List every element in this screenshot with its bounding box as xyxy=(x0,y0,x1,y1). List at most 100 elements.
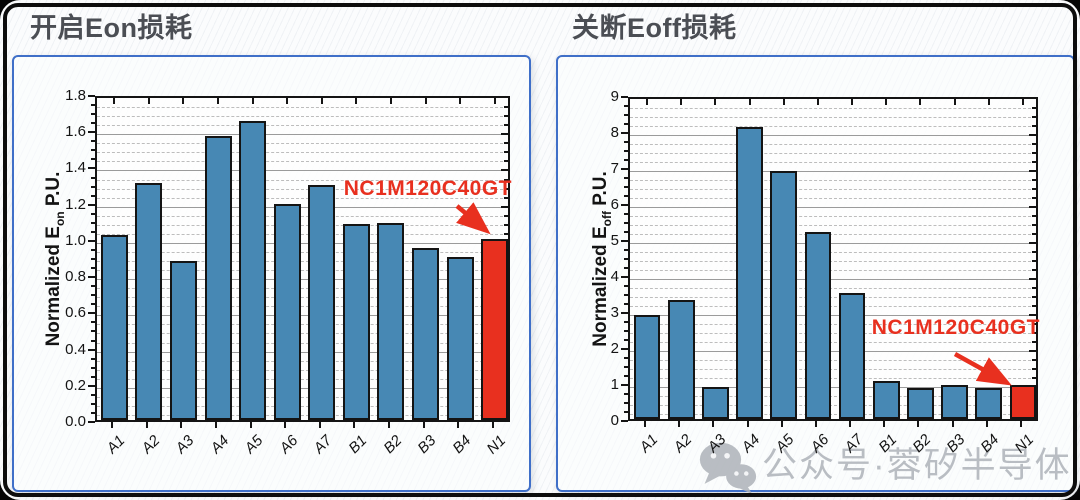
minor-gridline xyxy=(630,180,1036,181)
x-tick-label-text: A7 xyxy=(310,432,336,458)
y-axis-tick xyxy=(624,159,628,161)
x-axis-tick xyxy=(1019,421,1022,427)
minor-gridline xyxy=(630,153,1036,154)
y-axis-tick xyxy=(91,248,95,251)
minor-gridline xyxy=(97,405,508,407)
bar-A5 xyxy=(770,170,798,419)
right-spine-tick xyxy=(1032,224,1036,226)
right-spine-tick xyxy=(1029,242,1036,244)
top-spine-tick xyxy=(714,99,717,105)
annotation-label: NC1M120C40GT xyxy=(312,177,512,201)
y-tick-label: 1.2 xyxy=(65,195,86,213)
y-axis-tick xyxy=(624,339,628,341)
wechat-icon xyxy=(699,442,757,495)
right-spine-tick xyxy=(504,142,508,145)
y-axis-tick xyxy=(88,167,95,170)
bar-A1 xyxy=(100,235,128,420)
y-axis-tick xyxy=(621,204,628,206)
x-tick-label-text: A1 xyxy=(636,431,662,457)
bar-N1 xyxy=(481,238,509,420)
major-gridline xyxy=(630,171,1036,172)
y-axis-tick xyxy=(91,176,95,179)
y-tick-label: 1.6 xyxy=(65,123,86,141)
minor-gridline xyxy=(97,324,508,326)
plot-area xyxy=(628,97,1038,421)
minor-gridline xyxy=(97,270,508,272)
minor-gridline xyxy=(630,198,1036,199)
top-spine-tick xyxy=(182,98,185,104)
minor-gridline xyxy=(97,233,508,235)
minor-gridline xyxy=(630,405,1036,406)
y-axis-tick xyxy=(91,366,95,369)
x-axis-tick xyxy=(644,421,647,427)
y-axis-tick xyxy=(91,104,95,107)
top-spine-tick xyxy=(493,98,496,104)
x-tick-label-text: A3 xyxy=(172,432,198,458)
x-axis-tick xyxy=(111,422,114,428)
major-gridline xyxy=(630,243,1036,244)
minor-gridline xyxy=(630,216,1036,217)
y-axis-tick xyxy=(624,114,628,116)
right-spine-tick xyxy=(504,106,508,109)
y-tick-label: 6 xyxy=(610,196,619,213)
minor-gridline xyxy=(630,162,1036,163)
right-spine-tick xyxy=(1032,107,1036,109)
y-axis-tick xyxy=(91,294,95,297)
minor-gridline xyxy=(97,360,508,362)
top-spine-tick xyxy=(885,99,888,105)
x-tick-label-text: N1 xyxy=(483,432,509,458)
y-axis-tick xyxy=(88,239,95,242)
right-spine-tick xyxy=(1032,215,1036,217)
y-tick-label: 0 xyxy=(610,412,619,429)
right-spine-tick xyxy=(1032,287,1036,289)
x-axis-tick xyxy=(985,421,988,427)
bar-A3 xyxy=(702,386,729,419)
minor-gridline xyxy=(97,161,508,163)
y-axis-tick xyxy=(91,321,95,324)
y-tick-label: 8 xyxy=(610,124,619,141)
right-spine-tick xyxy=(1032,296,1036,298)
y-tick-label: 5 xyxy=(610,232,619,249)
y-tick-label: 2 xyxy=(610,340,619,357)
minor-gridline xyxy=(630,414,1036,415)
right-spine-tick xyxy=(1032,179,1036,181)
x-tick-label-text: A2 xyxy=(137,432,163,458)
bar-B2 xyxy=(907,388,934,419)
top-spine-tick xyxy=(748,99,751,105)
top-spine-tick xyxy=(459,98,462,104)
x-tick-label-text: A6 xyxy=(276,432,302,458)
right-spine-tick xyxy=(1032,269,1036,271)
minor-gridline xyxy=(97,261,508,262)
right-spine-tick xyxy=(1032,341,1036,343)
x-axis-tick xyxy=(951,421,954,427)
bar-B3 xyxy=(941,384,968,419)
top-spine-tick xyxy=(953,99,956,105)
bar-A4 xyxy=(736,127,763,419)
y-axis-tick xyxy=(624,330,628,332)
right-spine-tick xyxy=(1029,350,1036,352)
minor-gridline xyxy=(97,188,508,190)
y-axis-tick xyxy=(91,285,95,288)
major-gridline xyxy=(630,279,1036,280)
y-axis-tick xyxy=(624,267,628,269)
y-axis-tick xyxy=(91,221,95,224)
x-axis-tick xyxy=(318,422,321,428)
right-spine-tick xyxy=(1032,359,1036,361)
x-axis-tick xyxy=(387,422,390,428)
y-axis-tick xyxy=(91,158,95,161)
eon-bar-chart: NC1M120C40GT 0.0 0.2 0.4 0.6 0.8 1.0 1.2 1.4 1.6… xyxy=(14,57,529,490)
y-axis-tick xyxy=(88,95,95,97)
x-axis-tick xyxy=(678,421,681,427)
minor-gridline xyxy=(97,251,508,253)
right-spine-tick xyxy=(1032,233,1036,235)
x-axis-tick xyxy=(849,421,852,427)
minor-gridline xyxy=(97,215,508,217)
y-axis-tick xyxy=(624,150,628,152)
x-axis-tick xyxy=(422,422,425,428)
y-tick-label: 1.0 xyxy=(65,231,86,249)
top-spine-tick xyxy=(680,99,683,105)
right-spine-tick xyxy=(1032,305,1036,307)
x-axis-tick xyxy=(145,422,148,428)
right-spine-tick xyxy=(1029,314,1036,316)
